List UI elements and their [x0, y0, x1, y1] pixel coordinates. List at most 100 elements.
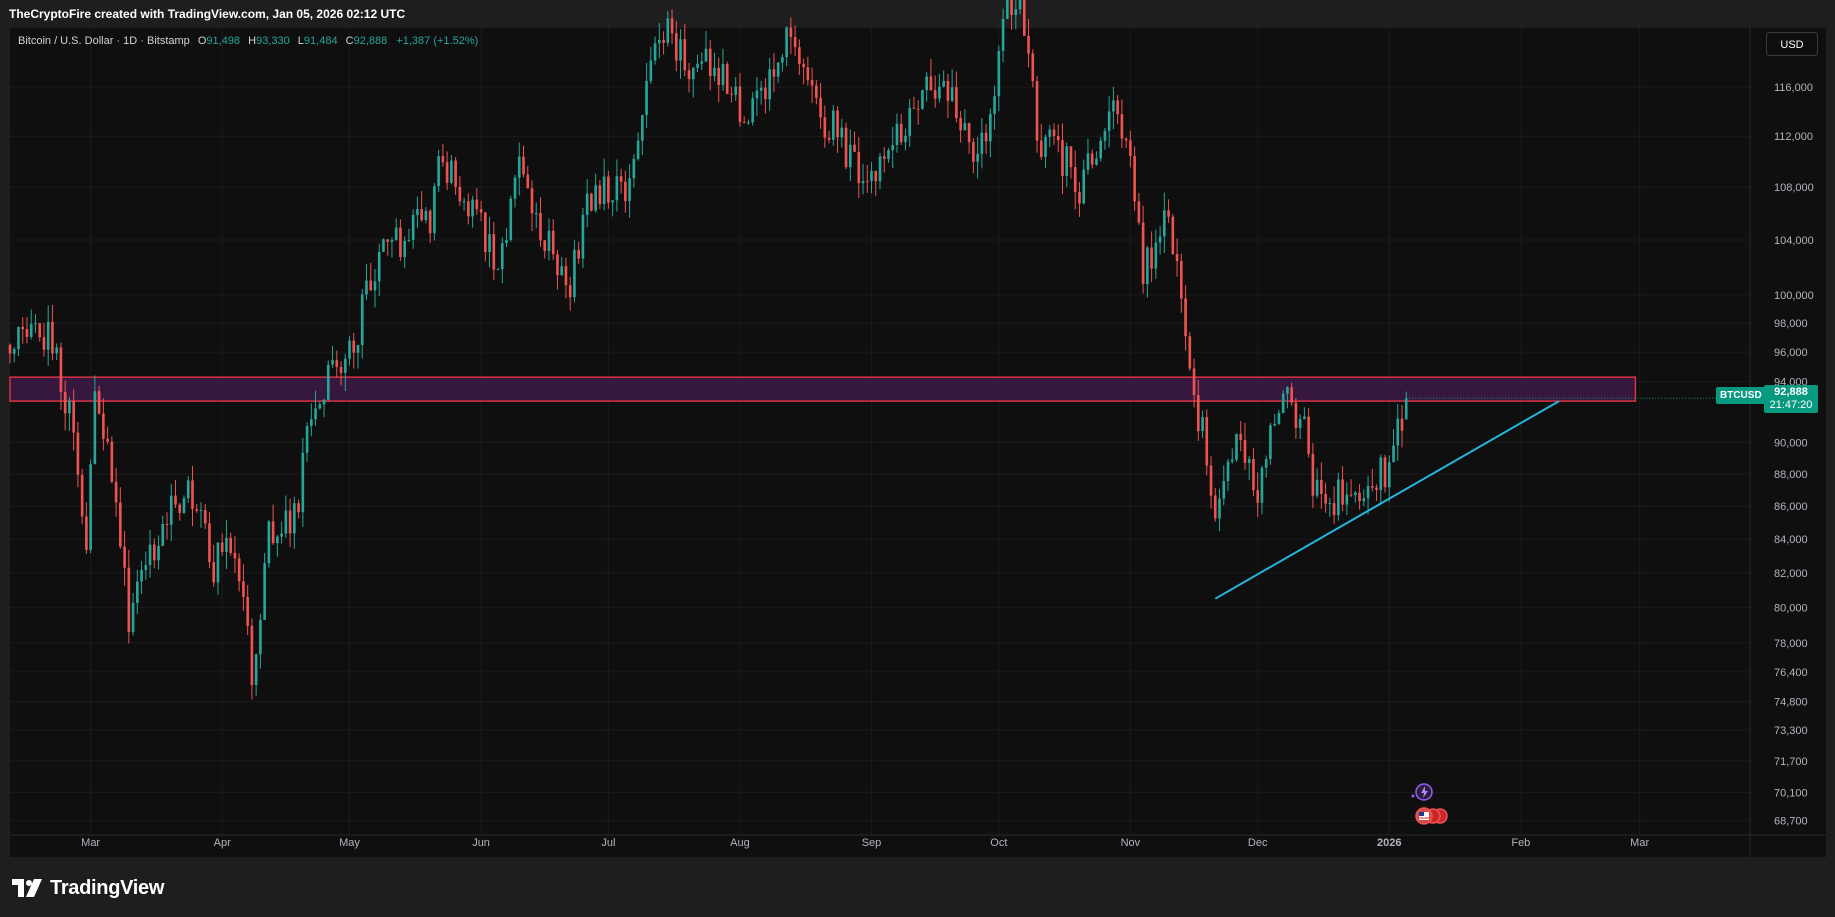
candle [1235, 433, 1238, 463]
candle [789, 17, 793, 55]
candle [46, 305, 50, 366]
candle [38, 322, 42, 342]
candle [1404, 391, 1408, 420]
candle [772, 53, 776, 93]
symbol-title: Bitcoin / U.S. Dollar · 1D · Bitstamp [18, 35, 190, 47]
candle [102, 398, 105, 451]
candle [938, 73, 941, 103]
candle [1354, 491, 1357, 503]
resistance-zone[interactable] [9, 376, 1637, 402]
candle [441, 143, 445, 167]
price-axis[interactable]: 116,000 112,000 108,000 104,000 100,000 98,00… [1774, 82, 1814, 828]
candle [785, 26, 788, 67]
candle [250, 618, 254, 700]
candle [662, 31, 665, 55]
low-label: L [297, 35, 304, 47]
low-value: 91,484 [303, 35, 338, 47]
candle [1375, 484, 1378, 501]
candle [458, 176, 462, 206]
candle [933, 75, 937, 108]
candle [1095, 151, 1098, 166]
candle [386, 239, 390, 256]
candle [742, 116, 746, 124]
candle [348, 335, 351, 366]
candle [1209, 456, 1213, 509]
candle [1298, 414, 1302, 439]
candle [887, 148, 890, 163]
candle [169, 484, 173, 542]
candle [564, 257, 568, 299]
candle [216, 541, 220, 595]
ascending-trendline[interactable] [1214, 400, 1560, 600]
candle [1260, 465, 1264, 515]
candle [517, 142, 521, 196]
candle [649, 47, 653, 84]
candle [1239, 421, 1243, 452]
lightning-icon[interactable] [1411, 783, 1433, 801]
time-tick-label: Nov [1121, 837, 1141, 849]
candle [827, 130, 831, 144]
candle [1294, 397, 1298, 439]
last-price-value: 92,888 [1774, 386, 1808, 398]
candle [225, 520, 228, 569]
tradingview-brand[interactable]: TradingView [12, 876, 164, 900]
time-axis[interactable]: Mar Apr May Jun Jul Aug Sep Oct Nov Dec 2026 Feb Mar [81, 837, 1649, 849]
price-tick-label: 86,000 [1774, 501, 1808, 513]
time-tick-label: Apr [214, 837, 231, 849]
candle [76, 421, 80, 488]
candle [1213, 487, 1217, 522]
us-flag-icon[interactable] [1415, 807, 1448, 825]
candle [1264, 455, 1268, 478]
candle [1175, 238, 1179, 277]
candle [1243, 422, 1247, 470]
candle [1370, 468, 1374, 492]
candle [1116, 94, 1119, 125]
candle [989, 108, 992, 158]
candle [641, 114, 644, 155]
candle [1192, 358, 1196, 408]
candle [708, 40, 712, 91]
price-tick-label: 104,000 [1774, 235, 1814, 247]
price-tick-label: 112,000 [1774, 131, 1813, 143]
candle [106, 426, 109, 445]
candle [382, 238, 385, 253]
event-markers[interactable] [1411, 783, 1448, 825]
candle [182, 495, 186, 515]
candle [624, 170, 627, 213]
candle [1341, 466, 1344, 511]
candle [1362, 489, 1366, 507]
candle [899, 113, 903, 146]
candle [581, 207, 585, 268]
candle [751, 92, 754, 126]
candle [29, 309, 33, 340]
candle [1328, 497, 1332, 517]
candle [568, 276, 572, 311]
candle [191, 466, 194, 526]
candle [343, 353, 347, 392]
candle [178, 502, 182, 521]
candle [840, 118, 844, 148]
candle [114, 467, 118, 517]
candle [1201, 410, 1204, 438]
candle [1022, 0, 1026, 36]
candle [152, 538, 156, 569]
candle [136, 569, 139, 615]
candle [776, 62, 780, 83]
candle [335, 350, 339, 378]
candle [687, 62, 691, 93]
candle [1146, 245, 1149, 298]
candle [865, 164, 869, 193]
candle [148, 529, 152, 578]
candle [1103, 127, 1107, 150]
candle [972, 138, 975, 174]
candle [242, 564, 245, 611]
currency-button[interactable]: USD [1766, 32, 1818, 56]
candle [1349, 479, 1353, 498]
candle [513, 174, 517, 208]
candle [916, 100, 920, 125]
candle [653, 36, 657, 65]
candle [526, 165, 530, 189]
candle [1277, 409, 1281, 425]
time-tick-label: Feb [1511, 837, 1530, 849]
